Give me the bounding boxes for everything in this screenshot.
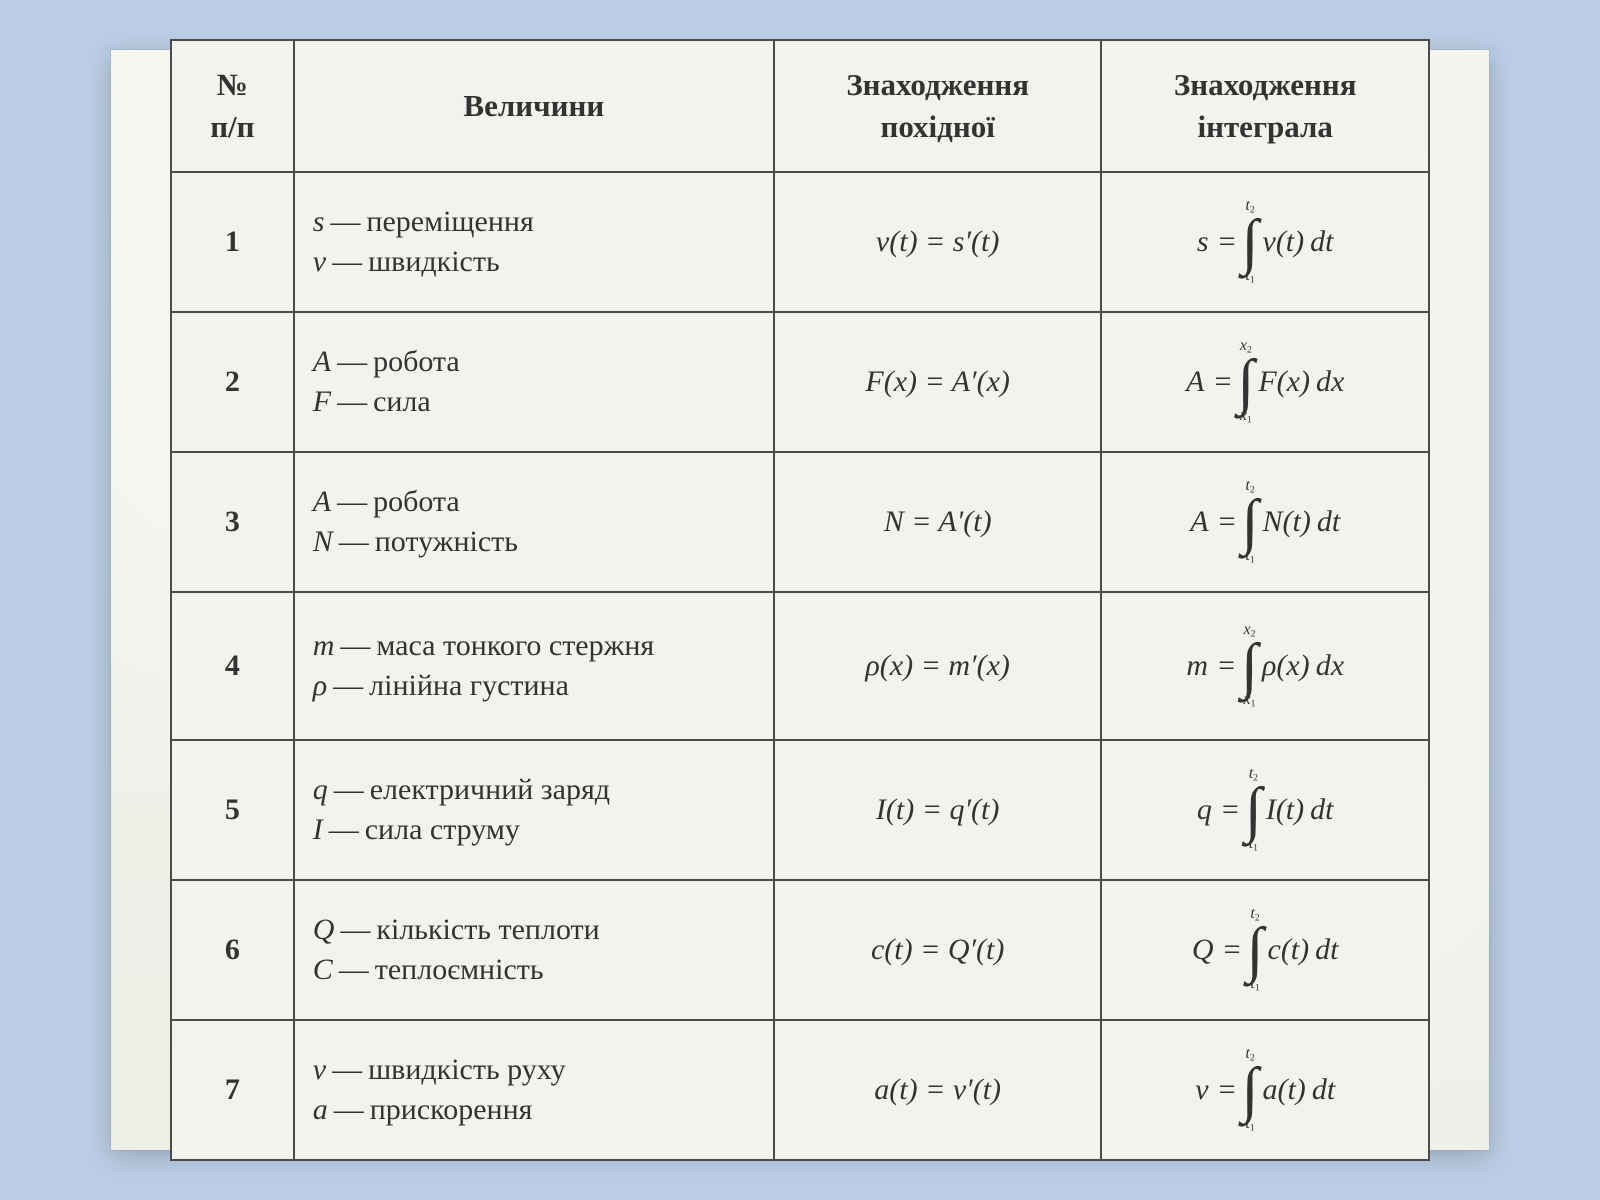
quantities-cell: A—роботаF—сила: [294, 312, 774, 452]
integral-cell: s= t2 ∫ t1 v(t) dt: [1101, 172, 1429, 312]
col-header-derivative-line2: похідної: [880, 109, 994, 144]
table-row: 3A—роботаN—потужністьN = A′(t) A= t2 ∫ t…: [171, 452, 1429, 592]
table-row: 4m—маса тонкого стержняρ—лінійна густина…: [171, 592, 1429, 740]
table-row: 1s—переміщенняv—швидкістьv(t) = s′(t) s=…: [171, 172, 1429, 312]
table-body: 1s—переміщенняv—швидкістьv(t) = s′(t) s=…: [171, 172, 1429, 1160]
derivative-cell: a(t) = v′(t): [774, 1020, 1102, 1160]
quantities-cell: v—швидкість рухуa—прискорення: [294, 1020, 774, 1160]
derivative-cell: c(t) = Q′(t): [774, 880, 1102, 1020]
table-row: 2A—роботаF—силаF(x) = A′(x) A= x2 ∫ x1 F…: [171, 312, 1429, 452]
table-row: 5q—електричний зарядI—сила струмуI(t) = …: [171, 740, 1429, 880]
table-row: 6Q—кількість теплотиC—теплоємністьc(t) =…: [171, 880, 1429, 1020]
quantities-cell: A—роботаN—потужність: [294, 452, 774, 592]
col-header-integral-line1: Знаходження: [1174, 67, 1357, 102]
row-number: 3: [171, 452, 294, 592]
row-number: 1: [171, 172, 294, 312]
col-header-number-line1: №: [217, 67, 248, 102]
row-number: 7: [171, 1020, 294, 1160]
quantities-cell: q—електричний зарядI—сила струму: [294, 740, 774, 880]
derivative-cell: N = A′(t): [774, 452, 1102, 592]
integral-cell: v= t2 ∫ t1 a(t) dt: [1101, 1020, 1429, 1160]
row-number: 4: [171, 592, 294, 740]
quantities-cell: s—переміщенняv—швидкість: [294, 172, 774, 312]
col-header-integral: Знаходження інтеграла: [1101, 40, 1429, 172]
integral-cell: m= x2 ∫ x1 ρ(x) dx: [1101, 592, 1429, 740]
integral-cell: Q= t2 ∫ t1 c(t) dt: [1101, 880, 1429, 1020]
derivative-cell: ρ(x) = m′(x): [774, 592, 1102, 740]
table-header-row: № п/п Величини Знаходження похідної Знах…: [171, 40, 1429, 172]
integral-cell: q= t2 ∫ t1 I(t) dt: [1101, 740, 1429, 880]
col-header-number: № п/п: [171, 40, 294, 172]
row-number: 2: [171, 312, 294, 452]
derivative-cell: v(t) = s′(t): [774, 172, 1102, 312]
col-header-integral-line2: інтеграла: [1197, 109, 1332, 144]
integral-cell: A= t2 ∫ t1 N(t) dt: [1101, 452, 1429, 592]
quantities-cell: Q—кількість теплотиC—теплоємність: [294, 880, 774, 1020]
col-header-number-line2: п/п: [210, 109, 254, 144]
quantities-cell: m—маса тонкого стержняρ—лінійна густина: [294, 592, 774, 740]
paper-sheet: № п/п Величини Знаходження похідної Знах…: [111, 50, 1489, 1150]
col-header-derivative: Знаходження похідної: [774, 40, 1102, 172]
integral-cell: A= x2 ∫ x1 F(x) dx: [1101, 312, 1429, 452]
col-header-derivative-line1: Знаходження: [846, 67, 1029, 102]
col-header-quantities: Величини: [294, 40, 774, 172]
derivative-cell: F(x) = A′(x): [774, 312, 1102, 452]
derivative-cell: I(t) = q′(t): [774, 740, 1102, 880]
row-number: 5: [171, 740, 294, 880]
table-row: 7v—швидкість рухуa—прискоренняa(t) = v′(…: [171, 1020, 1429, 1160]
derivatives-integrals-table: № п/п Величини Знаходження похідної Знах…: [170, 39, 1430, 1161]
row-number: 6: [171, 880, 294, 1020]
